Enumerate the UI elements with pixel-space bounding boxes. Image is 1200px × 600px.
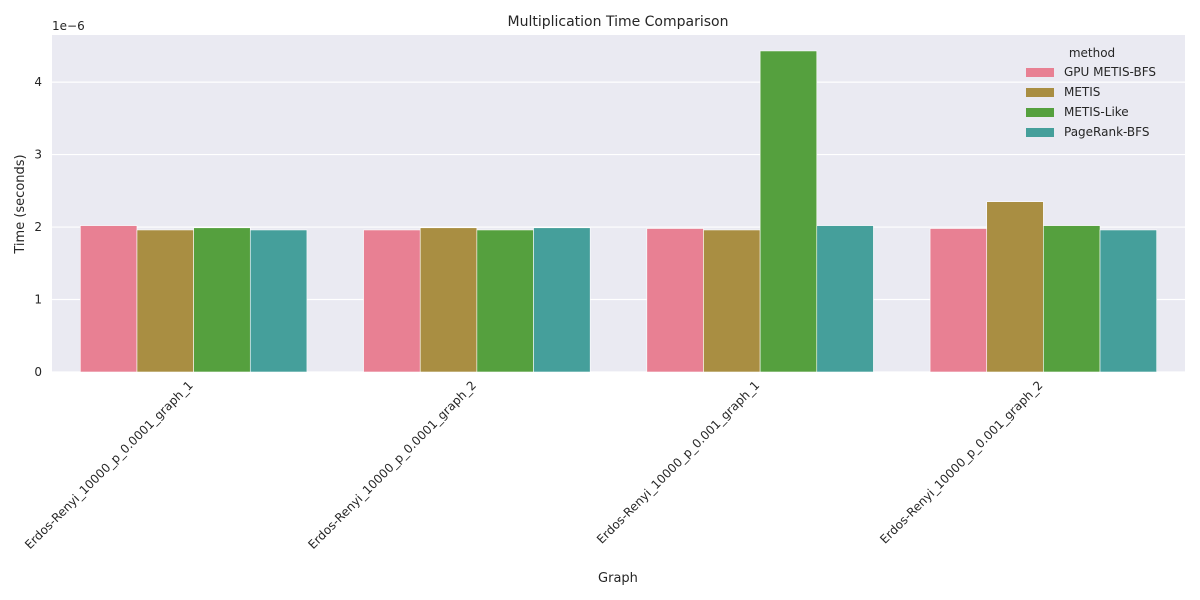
y-tick-label: 2 (34, 220, 42, 234)
y-axis-label: Time (seconds) (13, 154, 28, 254)
legend-swatch (1026, 88, 1054, 97)
bars (80, 50, 1157, 373)
bar (80, 225, 138, 373)
bar (703, 229, 761, 373)
bar (193, 227, 251, 373)
bar (929, 228, 988, 373)
x-tick-label: Erdos-Renyi_10000_p_0.001_graph_1 (594, 378, 762, 546)
bar (1099, 229, 1157, 373)
chart-title: Multiplication Time Comparison (508, 14, 729, 30)
legend-swatch (1026, 128, 1054, 137)
bar (249, 229, 308, 373)
x-tick-label: Erdos-Renyi_10000_p_0.0001_graph_2 (305, 378, 479, 552)
y-tick-label: 4 (34, 75, 42, 89)
y-tick-label: 3 (34, 148, 42, 162)
legend: method GPU METIS-BFS METIS METIS-Like PageR… (1026, 46, 1156, 139)
legend-entry: PageRank-BFS (1064, 125, 1149, 139)
y-tick-label: 0 (34, 365, 42, 379)
y-scale-label: 1e−6 (52, 19, 85, 33)
legend-swatch (1026, 108, 1054, 117)
bar (136, 229, 194, 373)
legend-entry: METIS (1064, 85, 1100, 99)
legend-entry: GPU METIS-BFS (1064, 65, 1156, 79)
x-tick-labels: Erdos-Renyi_10000_p_0.0001_graph_1 Erdos-… (22, 378, 1045, 552)
bar (646, 228, 704, 373)
x-tick-label: Erdos-Renyi_10000_p_0.001_graph_2 (877, 378, 1045, 546)
x-axis-label: Graph (598, 571, 638, 586)
legend-title: method (1069, 46, 1115, 60)
legend-swatch (1026, 68, 1054, 77)
x-tick-label: Erdos-Renyi_10000_p_0.0001_graph_1 (22, 378, 196, 552)
bar (533, 227, 591, 373)
bar (1043, 225, 1101, 373)
bar (759, 50, 818, 373)
bar (419, 227, 478, 373)
bar (816, 225, 874, 373)
y-tick-label: 1 (34, 293, 42, 307)
bar (476, 229, 534, 373)
bar (986, 201, 1044, 373)
y-tick-labels: 0 1 2 3 4 (34, 75, 42, 379)
legend-entry: METIS-Like (1064, 105, 1129, 119)
bar (363, 229, 421, 373)
